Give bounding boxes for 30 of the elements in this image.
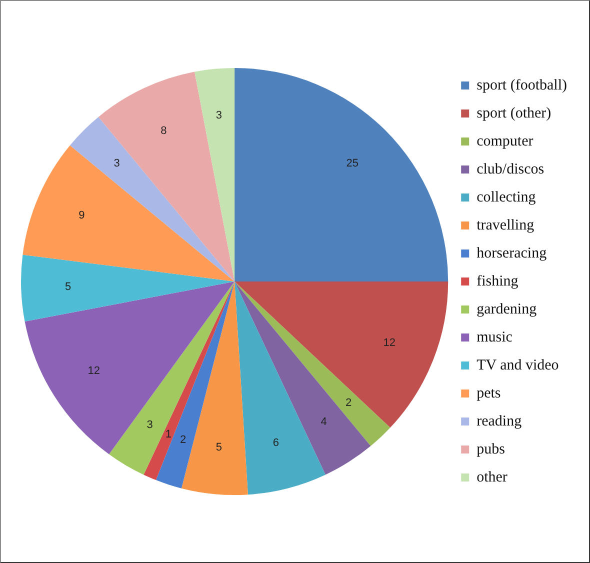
legend-label: reading: [476, 413, 522, 430]
legend-label: pubs: [476, 441, 506, 458]
data-label: 12: [383, 336, 396, 349]
data-label: 3: [216, 110, 222, 122]
legend-label: sport (other): [476, 105, 552, 122]
data-label: 2: [346, 396, 352, 409]
legend-label: sport (football): [476, 77, 568, 94]
data-label: 9: [78, 209, 85, 222]
legend-label: horseracing: [476, 245, 548, 262]
legend-label: pets: [476, 385, 501, 402]
data-label: 3: [146, 418, 153, 431]
data-label: 25: [346, 158, 358, 170]
legend-label: gardening: [476, 301, 538, 318]
legend-label: travelling: [476, 217, 535, 234]
legend-label: club/discos: [476, 161, 544, 178]
legend-label: TV and video: [476, 357, 559, 374]
data-label: 1: [165, 428, 172, 440]
legend-label: other: [476, 469, 508, 486]
data-label: 6: [272, 436, 280, 449]
data-label: 4: [320, 416, 327, 428]
data-label: 5: [65, 280, 72, 293]
legend-label: fishing: [476, 273, 519, 290]
legend-label: music: [476, 329, 513, 346]
legend-label: computer: [476, 133, 534, 150]
data-label: 2: [180, 434, 186, 446]
legend-label: collecting: [476, 189, 536, 206]
data-label: 3: [114, 158, 120, 170]
data-label: 8: [160, 124, 167, 137]
data-label: 12: [88, 364, 100, 377]
data-label: 5: [216, 441, 222, 454]
